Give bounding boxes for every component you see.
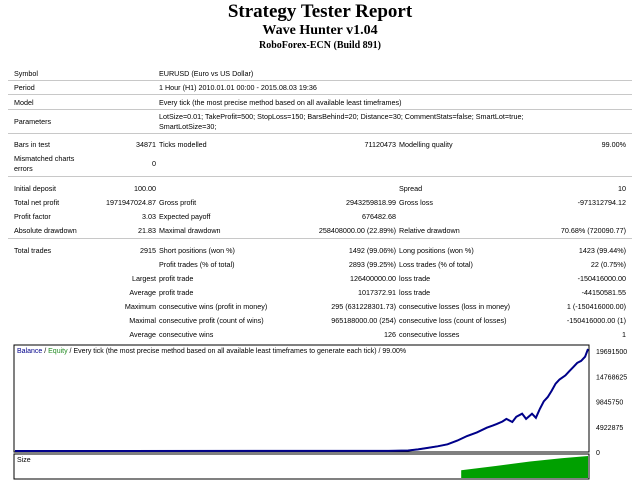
maxdd-value: 258408000.00 (22.89%) (318, 226, 396, 235)
totaltrades-value: 2915 (140, 246, 156, 255)
ticks-value: 71120473 (364, 140, 396, 149)
losstrades-label: Loss trades (% of total) (399, 260, 473, 269)
short-value: 1492 (99.06%) (348, 246, 396, 255)
max-conslosses-label: consecutive losses (loss in money) (399, 302, 511, 311)
balance-chart: Balance / Equity / Every tick (the most … (13, 344, 627, 480)
y-tick-label: 14768625 (596, 374, 627, 381)
server-build: RoboForex-ECN (Build 891) (258, 40, 382, 51)
payoff-value: 676482.68 (362, 212, 396, 221)
profittrades-value: 2893 (99.25%) (348, 260, 396, 269)
spread-label: Spread (399, 184, 423, 193)
period-label: Period (14, 83, 35, 92)
payoff-label: Expected payoff (159, 212, 211, 221)
maximum-label: Maximum (124, 302, 156, 311)
legend-slash: / (42, 348, 48, 355)
netprofit-label: Total net profit (14, 198, 60, 207)
divider (8, 109, 632, 110)
maximal-consloss-value: -150416000.00 (1) (566, 316, 626, 325)
size-label: Size (17, 457, 31, 464)
grossloss-label: Gross loss (399, 198, 433, 207)
bars-value: 34871 (136, 140, 156, 149)
parameters-value-line1: LotSize=0.01; TakeProfit=500; StopLoss=1… (159, 112, 524, 121)
parameters-label: Parameters (14, 117, 52, 126)
deposit-value: 100.00 (134, 184, 156, 193)
average-loss-label: loss trade (399, 288, 431, 297)
largest-loss-label: loss trade (399, 274, 431, 283)
avg-conswins-value: 126 (384, 330, 396, 339)
quality-label: Modelling quality (399, 140, 453, 149)
avgcons-label: Average (129, 330, 156, 339)
maximal-consprofit-value: 965188000.00 (254) (331, 316, 396, 325)
y-tick-label: 19691500 (596, 349, 627, 356)
parameters-value-line2: SmartLotSize=30; (159, 122, 217, 131)
chart-frame (13, 344, 590, 453)
short-label: Short positions (won %) (159, 246, 235, 255)
mismatch-value: 0 (152, 159, 156, 168)
legend-rest: / Every tick (the most precise method ba… (68, 348, 407, 355)
grossprofit-label: Gross profit (159, 198, 197, 207)
maximal-consloss-label: consecutive loss (count of losses) (399, 316, 507, 325)
legend-balance: Balance (17, 348, 42, 355)
model-value: Every tick (the most precise method base… (159, 98, 402, 107)
legend-equity: Equity (48, 348, 68, 355)
avg-conslosses-value: 1 (622, 330, 626, 339)
mismatch-label-2: errors (14, 164, 33, 173)
maxdd-label: Maximal drawdown (159, 226, 221, 235)
max-conswins-label: consecutive wins (profit in money) (159, 302, 268, 311)
divider (8, 238, 632, 239)
totaltrades-label: Total trades (14, 246, 52, 255)
largest-loss-value: -150416000.00 (577, 274, 626, 283)
grossloss-value: -971312794.12 (577, 198, 626, 207)
balance-line (14, 348, 589, 452)
average-label: Average (129, 288, 156, 297)
max-conslosses-value: 1 (-150416000.00) (566, 302, 626, 311)
chart-legend: Balance / Equity / Every tick (the most … (17, 348, 406, 355)
maximal-consprofit-label: consecutive profit (count of wins) (159, 316, 264, 325)
reldd-value: 70.68% (720090.77) (560, 226, 626, 235)
divider (8, 133, 632, 134)
profitfactor-label: Profit factor (14, 212, 51, 221)
divider (8, 176, 632, 177)
divider (8, 94, 632, 95)
y-tick-label: 0 (596, 450, 600, 457)
avg-conswins-label: consecutive wins (159, 330, 214, 339)
largest-label: Largest (132, 274, 156, 283)
max-conswins-value: 295 (631228301.73) (331, 302, 396, 311)
divider (8, 80, 632, 81)
deposit-label: Initial deposit (14, 184, 56, 193)
average-profit-label: profit trade (159, 288, 194, 297)
quality-value: 99.00% (601, 140, 626, 149)
report-title: Strategy Tester Report (227, 1, 413, 22)
absdd-label: Absolute drawdown (14, 226, 77, 235)
largest-profit-label: profit trade (159, 274, 194, 283)
largest-profit-value: 126400000.00 (350, 274, 396, 283)
mismatch-label: Mismatched charts (14, 154, 75, 163)
maximal-label: Maximal (129, 316, 156, 325)
y-tick-label: 9845750 (596, 400, 623, 407)
long-label: Long positions (won %) (399, 246, 474, 255)
profittrades-label: Profit trades (% of total) (159, 260, 235, 269)
absdd-value: 21.83 (138, 226, 156, 235)
ticks-label: Ticks modelled (159, 140, 207, 149)
netprofit-value: 1971947024.87 (106, 198, 156, 207)
profitfactor-value: 3.03 (142, 212, 156, 221)
losstrades-value: 22 (0.75%) (590, 260, 626, 269)
y-tick-label: 4922875 (596, 425, 623, 432)
bars-label: Bars in test (14, 140, 50, 149)
avg-conslosses-label: consecutive losses (399, 330, 460, 339)
symbol-label: Symbol (14, 69, 38, 78)
average-profit-value: 1017372.91 (358, 288, 396, 297)
reldd-label: Relative drawdown (399, 226, 460, 235)
period-value: 1 Hour (H1) 2010.01.01 00:00 - 2015.08.0… (159, 83, 317, 92)
long-value: 1423 (99.44%) (578, 246, 626, 255)
grossprofit-value: 2943259818.99 (346, 198, 396, 207)
size-area (461, 456, 588, 478)
model-label: Model (14, 98, 34, 107)
average-loss-value: -44150581.55 (581, 288, 626, 297)
spread-value: 10 (618, 184, 626, 193)
symbol-value: EURUSD (Euro vs US Dollar) (159, 69, 254, 78)
ea-name: Wave Hunter v1.04 (262, 23, 378, 38)
